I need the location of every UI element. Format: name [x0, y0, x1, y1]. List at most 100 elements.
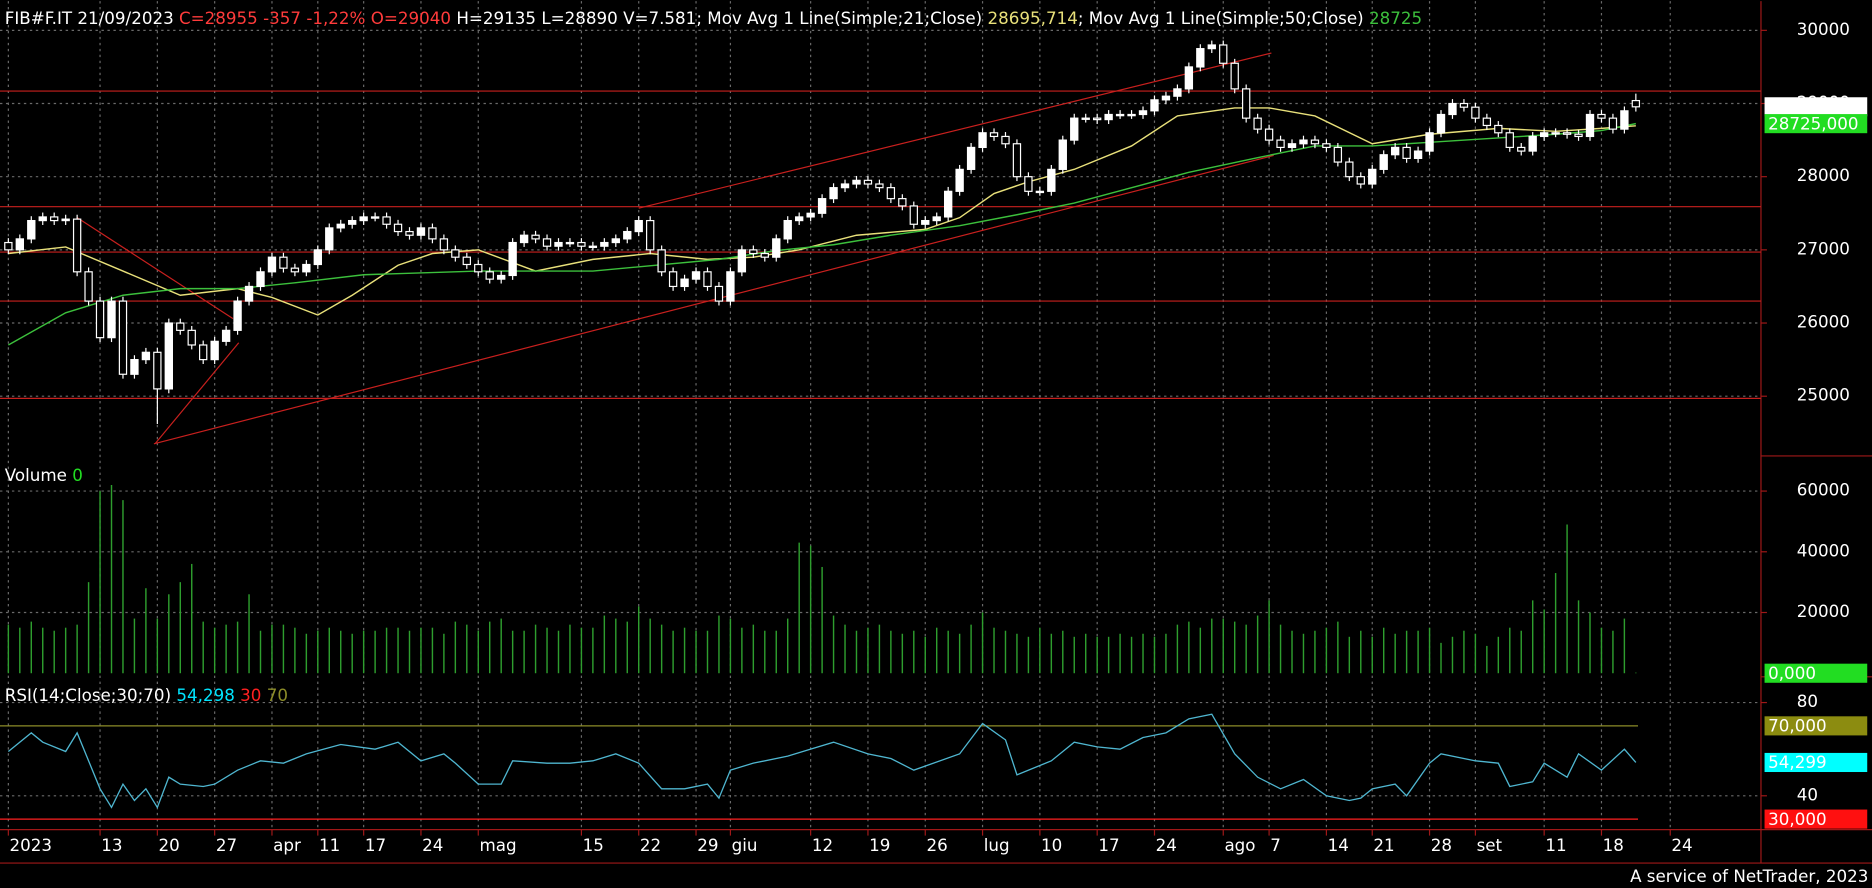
candle-body — [852, 179, 861, 185]
candle-body — [130, 359, 139, 375]
candle-body — [989, 132, 999, 138]
trend-line — [638, 52, 1272, 209]
candle-body — [72, 218, 82, 273]
candle-body — [508, 241, 517, 277]
candle-body — [325, 227, 334, 251]
candle-body — [233, 300, 242, 331]
candle-body — [370, 216, 380, 219]
x-tick-label: 11 — [1545, 835, 1566, 855]
candle-body — [1459, 102, 1469, 108]
candle-body — [1276, 139, 1285, 149]
y-tick-label: 40 — [1797, 784, 1818, 804]
candle-body — [840, 183, 850, 189]
candle-body — [1608, 117, 1618, 130]
candle-body — [806, 212, 815, 218]
candle-body — [439, 238, 449, 251]
candle-body — [1471, 106, 1480, 119]
candle-body — [1207, 44, 1216, 50]
footer: A service of NetTrader, 2023 — [1630, 866, 1868, 886]
candle-body — [898, 198, 907, 207]
candle-body — [1585, 113, 1595, 138]
candle-body — [38, 216, 47, 222]
candle-body — [795, 216, 804, 222]
candle-body — [623, 230, 632, 240]
candle-body — [1620, 110, 1629, 130]
value-marker-label: 0,000 — [1768, 663, 1816, 683]
candle-body — [107, 300, 116, 339]
candle-body — [955, 168, 964, 192]
candle-body — [474, 263, 483, 273]
candle-body — [1299, 139, 1308, 145]
x-tick-label: 2023 — [10, 835, 53, 855]
candle-body — [1322, 143, 1331, 149]
candle-body — [1631, 99, 1641, 108]
y-tick-label: 60000 — [1797, 480, 1850, 500]
candle-body — [1356, 176, 1365, 185]
candle-body — [1562, 132, 1572, 135]
panel-value: 54,298 — [176, 684, 234, 704]
value-marker-label: 28725,000 — [1768, 113, 1858, 133]
candle-body — [863, 179, 873, 185]
x-tick-label: 20 — [159, 835, 180, 855]
panel-name: Volume — [5, 465, 67, 485]
level-label: 30 — [240, 684, 261, 704]
candle-body — [829, 187, 838, 200]
candle-body — [634, 219, 643, 233]
candle-body — [588, 245, 598, 248]
candle-body — [1104, 113, 1113, 121]
candle-body — [393, 223, 403, 233]
header: FIB#F.IT 21/09/2023 C=28955 -357 -1,22% … — [5, 7, 1422, 27]
candle-body — [313, 249, 322, 266]
x-tick-label: 10 — [1041, 835, 1062, 855]
candle-body — [1264, 128, 1274, 141]
separator: ; — [1078, 7, 1084, 27]
y-tick-label: 28000 — [1797, 165, 1850, 185]
volume-header: Volume 0 — [5, 465, 83, 485]
range: H=29135 L=28890 V=7.581 — [456, 7, 696, 27]
x-tick-label: set — [1477, 835, 1503, 855]
candle-body — [1012, 143, 1022, 178]
candle-body — [1070, 117, 1079, 141]
y-tick-label: 26000 — [1797, 312, 1850, 332]
candle-body — [141, 351, 151, 361]
x-tick-label: 17 — [365, 835, 386, 855]
candle-body — [531, 234, 540, 240]
candle-body — [611, 238, 620, 244]
x-tick-label: 18 — [1603, 835, 1624, 855]
candle-body — [703, 271, 712, 288]
rsi-header: RSI(14;Close;30;70) 54,298 30 70 — [5, 684, 288, 704]
candle-body — [84, 271, 93, 302]
candle-body — [1115, 113, 1125, 117]
y-tick-label: 20000 — [1797, 601, 1850, 621]
candle-body — [336, 223, 345, 229]
x-tick-label: 29 — [697, 835, 718, 855]
candle-body — [1494, 124, 1503, 134]
x-tick-label: 27 — [216, 835, 237, 855]
trend-line — [153, 154, 1274, 445]
candle-body — [1287, 143, 1297, 149]
candle-body — [1138, 110, 1148, 116]
value-marker-label: 54,299 — [1768, 752, 1826, 772]
x-tick-label: 24 — [1671, 835, 1692, 855]
candle-body — [61, 218, 70, 222]
x-tick-label: mag — [479, 835, 516, 855]
candle-body — [886, 187, 896, 200]
candle-body — [1230, 62, 1239, 90]
candle-body — [1310, 139, 1320, 145]
candle-body — [1173, 88, 1182, 97]
candle-body — [1425, 132, 1434, 152]
candle-body — [1379, 154, 1388, 170]
candle-body — [542, 238, 552, 247]
candle-body — [1219, 44, 1228, 64]
candle-body — [932, 216, 941, 222]
x-tick-label: 17 — [1098, 835, 1119, 855]
candle-body — [1597, 113, 1606, 119]
candle-body — [176, 322, 185, 331]
candle-body — [519, 234, 529, 244]
candle-body — [646, 219, 655, 251]
x-tick-label: 12 — [812, 835, 833, 855]
candle-body — [749, 249, 758, 255]
candle-body — [405, 230, 414, 236]
value-marker-label: 70,000 — [1768, 716, 1826, 736]
